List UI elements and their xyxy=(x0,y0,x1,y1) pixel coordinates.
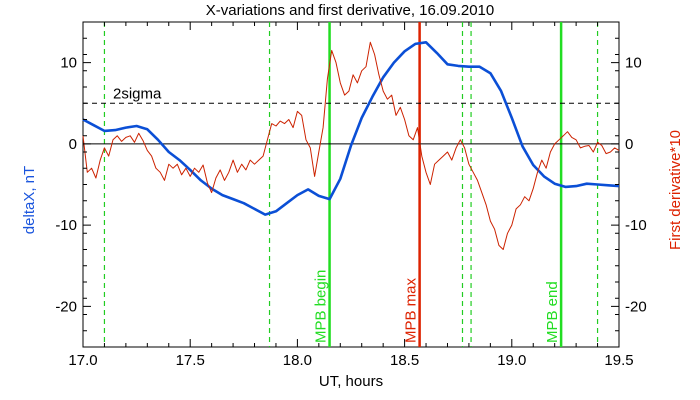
left-y-tick-label: 0 xyxy=(69,136,77,153)
x-tick-label: 18.5 xyxy=(390,352,419,369)
x-tick-label: 17.0 xyxy=(68,352,97,369)
axis-ticks: 17.0 17.5 18.0 18.5 19.0 19.5 10 10 0 0 -10 -10 -20 -… xyxy=(55,21,647,369)
right-y-tick-label: 10 xyxy=(625,55,642,72)
right-axis-label: First derivative*10 xyxy=(667,130,684,250)
left-y-tick-label: -20 xyxy=(55,298,77,315)
deltax-series-line xyxy=(82,40,620,216)
vertical-marker-label: MPB max xyxy=(403,277,420,343)
marker-labels: MPB begin MPB max MPB end xyxy=(313,270,562,343)
plot-frame xyxy=(82,21,620,348)
left-y-tick-label: -10 xyxy=(55,217,77,234)
vertical-marker-label: MPB end xyxy=(544,281,561,343)
chart-title: X-variations and first derivative, 16.09… xyxy=(206,2,495,19)
series-layer xyxy=(82,40,620,250)
derivative-series-line xyxy=(82,41,620,250)
vertical-marker-label: MPB begin xyxy=(313,270,330,343)
reference-lines: 2sigma xyxy=(83,85,619,145)
vertical-markers xyxy=(103,22,599,347)
right-y-tick-label: -20 xyxy=(625,298,647,315)
reference-line-label: 2sigma xyxy=(113,85,162,102)
x-tick-label: 17.5 xyxy=(176,352,205,369)
x-tick-label: 19.5 xyxy=(604,352,633,369)
left-y-tick-label: 10 xyxy=(60,55,77,72)
right-y-tick-label: -10 xyxy=(625,217,647,234)
x-tick-label: 19.0 xyxy=(497,352,526,369)
x-axis-label: UT, hours xyxy=(319,373,383,390)
left-axis-label: deltaX, nT xyxy=(21,166,38,234)
x-tick-label: 18.0 xyxy=(283,352,312,369)
right-y-tick-label: 0 xyxy=(625,136,633,153)
